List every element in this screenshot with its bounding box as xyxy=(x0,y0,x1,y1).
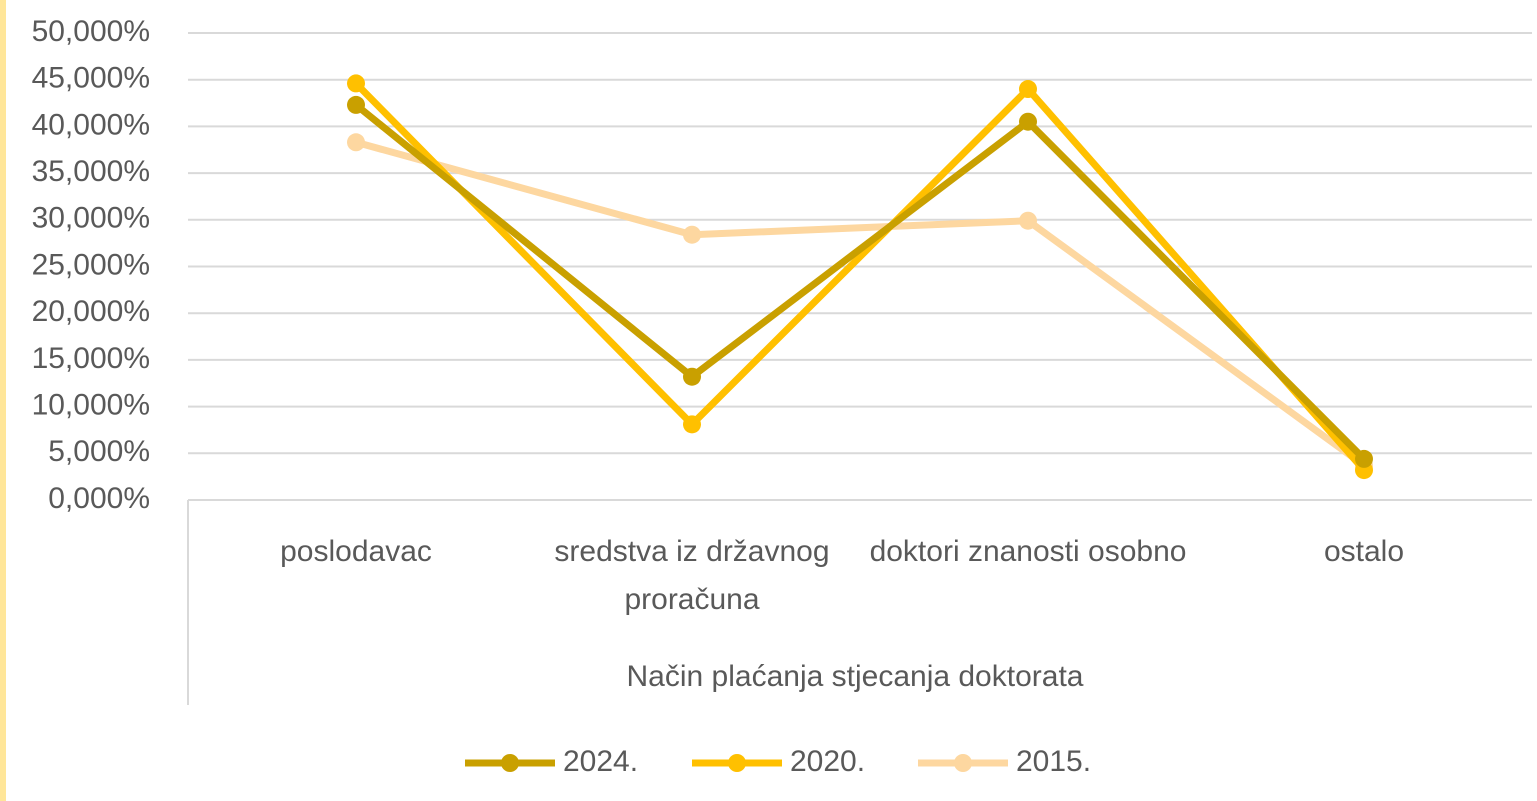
y-tick-label: 5,000% xyxy=(48,435,150,468)
data-point xyxy=(1019,80,1037,99)
y-tick-label: 50,000% xyxy=(32,15,150,48)
y-tick-label: 35,000% xyxy=(32,155,150,188)
x-tick-label: doktori znanosti osobno xyxy=(869,535,1187,568)
data-point xyxy=(683,367,701,386)
legend-marker xyxy=(728,754,746,772)
x-tick-label: poslodavac xyxy=(280,535,432,568)
y-tick-label: 40,000% xyxy=(32,108,150,141)
y-tick-label: 45,000% xyxy=(32,62,150,95)
x-tick-label: ostalo xyxy=(1323,535,1405,568)
y-tick-label: 15,000% xyxy=(32,342,150,375)
y-tick-label: 0,000% xyxy=(48,482,150,515)
y-tick-label: 25,000% xyxy=(32,248,150,281)
legend-marker xyxy=(501,754,519,772)
y-tick-label: 30,000% xyxy=(32,202,150,235)
y-tick-label: 20,000% xyxy=(32,295,150,328)
data-point xyxy=(1355,449,1373,468)
series-line xyxy=(353,80,1367,473)
data-point xyxy=(1019,112,1037,131)
legend-marker xyxy=(954,754,972,772)
legend-label: 2020. xyxy=(790,745,865,778)
series-line xyxy=(355,138,1367,469)
legend-label: 2024. xyxy=(563,745,638,778)
side-stripe xyxy=(0,0,6,801)
data-point xyxy=(683,225,701,244)
x-tick-label: sredstva iz državnog proračuna xyxy=(554,535,830,616)
data-point xyxy=(1019,211,1037,230)
data-point xyxy=(347,133,365,152)
legend-label: 2015. xyxy=(1016,745,1091,778)
data-point xyxy=(683,415,701,434)
data-point xyxy=(347,95,365,114)
series-line xyxy=(353,102,1367,462)
y-tick-label: 10,000% xyxy=(32,389,150,422)
data-point xyxy=(347,74,365,93)
x-axis-label: Način plaćanja stjecanja doktorata xyxy=(627,660,1084,693)
